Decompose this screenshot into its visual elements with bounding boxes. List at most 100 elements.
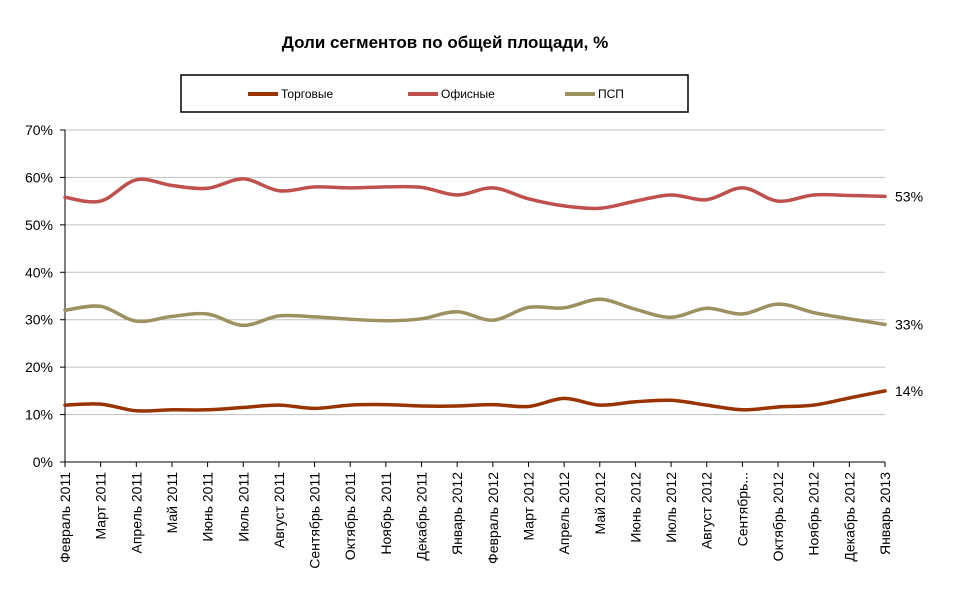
y-tick-label: 20%	[25, 359, 53, 375]
data-point	[526, 197, 530, 201]
x-tick-label: Декабрь 2012	[841, 472, 857, 562]
data-point	[847, 317, 851, 321]
data-point	[277, 314, 281, 318]
data-point	[206, 186, 210, 190]
end-value-label: 53%	[895, 188, 923, 204]
legend-label: Торговые	[281, 87, 334, 101]
data-point	[384, 319, 388, 323]
data-point	[883, 389, 887, 393]
data-point	[883, 194, 887, 198]
data-point	[170, 183, 174, 187]
x-tick-label: Сентябрь 2011	[307, 472, 323, 569]
data-point	[99, 402, 103, 406]
data-point	[847, 396, 851, 400]
series-lines	[63, 177, 887, 413]
data-point	[598, 297, 602, 301]
legend-label: ПСП	[598, 87, 624, 101]
x-tick-label: Март 2011	[93, 472, 109, 540]
data-point	[313, 185, 317, 189]
data-point	[740, 312, 744, 316]
x-tick-label: Ноябрь 2011	[378, 472, 394, 555]
data-point	[99, 199, 103, 203]
data-point	[705, 306, 709, 310]
y-axis: 0% 10% 20% 30% 40% 50% 60% 70%	[25, 122, 66, 470]
x-axis: Февраль 2011 Март 2011 Апрель 2011 Май 2011…	[57, 461, 893, 569]
x-tick-label: Сентябрь...	[734, 472, 750, 546]
data-point	[562, 396, 566, 400]
data-point	[277, 403, 281, 407]
data-point	[812, 193, 816, 197]
data-point	[63, 403, 67, 407]
legend: Торговые Офисные ПСП	[180, 74, 689, 113]
data-point	[134, 409, 138, 413]
data-point	[740, 186, 744, 190]
x-tick-label: Апрель 2011	[128, 472, 144, 554]
data-point	[491, 403, 495, 407]
data-point	[776, 405, 780, 409]
data-point	[740, 408, 744, 412]
data-point	[313, 406, 317, 410]
x-tick-label: Октябрь 2012	[770, 472, 786, 562]
data-point	[598, 206, 602, 210]
x-tick-label: Июль 2012	[663, 472, 679, 543]
x-tick-label: Август 2012	[699, 472, 715, 549]
data-point	[348, 186, 352, 190]
x-tick-label: Май 2011	[164, 472, 180, 534]
x-tick-label: Февраль 2012	[485, 472, 501, 564]
x-tick-label: Июнь 2012	[627, 472, 643, 543]
data-point	[63, 308, 67, 312]
data-point	[134, 178, 138, 182]
data-point	[562, 204, 566, 208]
data-point	[348, 317, 352, 321]
data-point	[455, 404, 459, 408]
end-value-label: 33%	[895, 316, 923, 332]
data-point	[812, 311, 816, 315]
gridlines	[65, 129, 885, 416]
data-point	[206, 408, 210, 412]
data-point	[241, 405, 245, 409]
y-tick-label: 0%	[33, 454, 53, 470]
x-tick-label: Октябрь 2011	[342, 472, 358, 560]
data-point	[277, 189, 281, 193]
data-point	[491, 186, 495, 190]
data-point	[63, 195, 67, 199]
chart-title: Доли сегментов по общей площади, %	[282, 33, 608, 52]
data-point	[241, 323, 245, 327]
data-point	[384, 403, 388, 407]
data-point	[420, 185, 424, 189]
data-point	[633, 199, 637, 203]
series-line-3	[63, 297, 887, 328]
series-line-2	[63, 177, 887, 211]
data-point	[776, 199, 780, 203]
data-point	[562, 306, 566, 310]
data-point	[170, 314, 174, 318]
data-point	[241, 177, 245, 181]
x-tick-label: Февраль 2011	[57, 472, 73, 563]
x-tick-label: Ноябрь 2012	[806, 472, 822, 556]
data-point	[883, 322, 887, 326]
end-value-label: 14%	[895, 383, 923, 399]
data-point	[812, 403, 816, 407]
x-tick-label: Июнь 2011	[200, 472, 216, 542]
x-tick-label: Август 2011	[271, 472, 287, 548]
data-point	[669, 193, 673, 197]
data-point	[633, 307, 637, 311]
y-tick-label: 50%	[25, 217, 53, 233]
data-point	[705, 403, 709, 407]
data-point	[526, 305, 530, 309]
data-point	[313, 315, 317, 319]
x-tick-label: Январь 2013	[877, 472, 893, 555]
legend-label: Офисные	[441, 87, 495, 101]
data-point	[526, 405, 530, 409]
data-point	[776, 302, 780, 306]
data-point	[420, 404, 424, 408]
data-point	[99, 304, 103, 308]
data-point	[420, 317, 424, 321]
data-point	[633, 400, 637, 404]
y-tick-label: 60%	[25, 169, 53, 185]
data-point	[669, 315, 673, 319]
data-point	[455, 310, 459, 314]
x-tick-label: Декабрь 2011	[414, 472, 430, 561]
x-tick-label: Январь 2012	[449, 472, 465, 555]
